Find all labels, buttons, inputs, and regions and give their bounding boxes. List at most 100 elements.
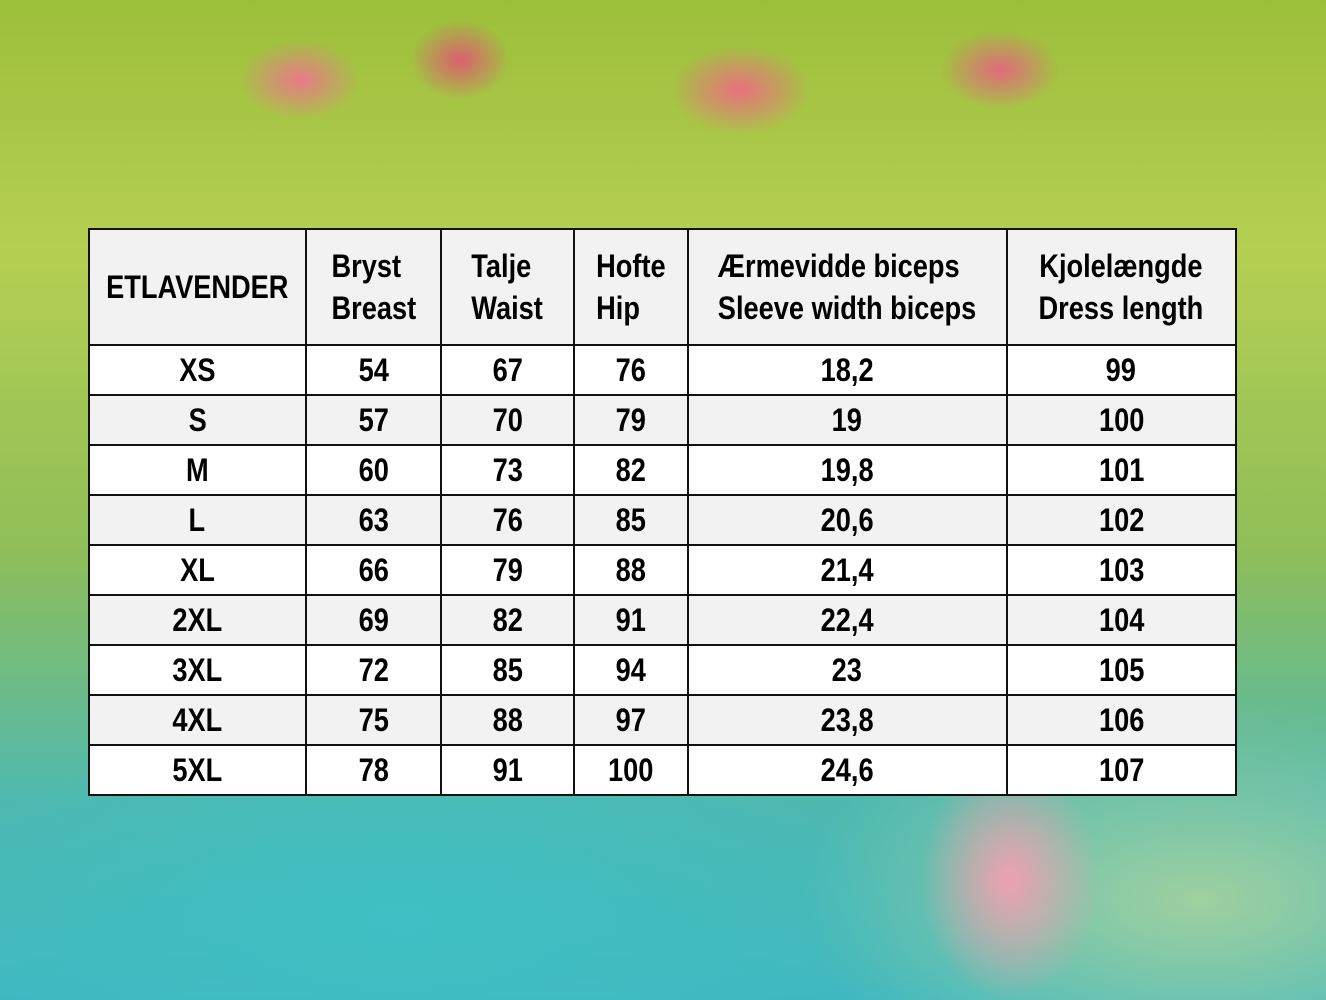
size-cell: XL: [88, 544, 307, 596]
column-header: Ærmevidde biceps Sleeve width biceps: [686, 228, 1008, 346]
measurement-cell: 107: [1005, 744, 1237, 796]
header-line1: Hofte: [595, 248, 666, 284]
cell-value: 24,6: [820, 751, 874, 788]
cell-value: 76: [492, 501, 523, 538]
cell-value: 57: [358, 401, 389, 438]
measurement-cell: 18,2: [686, 344, 1008, 396]
table-row: 2XL 69 82 91 22,4 104: [88, 594, 1237, 646]
header-line2: Hip: [595, 290, 640, 326]
cell-value: 22,4: [820, 601, 874, 638]
header-label: Ærmevidde biceps Sleeve width biceps: [718, 245, 976, 329]
cell-value: 5XL: [172, 751, 223, 788]
measurement-cell: 79: [572, 394, 689, 446]
cell-value: 20,6: [820, 501, 874, 538]
measurement-cell: 88: [440, 694, 575, 746]
measurement-cell: 91: [572, 594, 689, 646]
cell-value: 70: [492, 401, 523, 438]
cell-value: 104: [1098, 601, 1144, 638]
measurement-cell: 85: [572, 494, 689, 546]
column-header: Kjolelængde Dress length: [1005, 228, 1237, 346]
measurement-cell: 103: [1005, 544, 1237, 596]
measurement-cell: 19: [686, 394, 1008, 446]
size-cell: 3XL: [88, 644, 307, 696]
header-line1: Ærmevidde biceps: [717, 248, 960, 284]
header-line2: Dress length: [1038, 290, 1204, 326]
cell-value: 60: [358, 451, 389, 488]
cell-value: 100: [1098, 401, 1144, 438]
cell-value: 63: [358, 501, 389, 538]
cell-value: XS: [179, 351, 216, 388]
column-header: Talje Waist: [440, 228, 575, 346]
cell-value: 99: [1106, 351, 1137, 388]
measurement-cell: 70: [440, 394, 575, 446]
header-label: ETLAVENDER: [106, 266, 288, 308]
measurement-cell: 88: [572, 544, 689, 596]
header-line1: ETLAVENDER: [106, 269, 289, 305]
cell-value: 72: [358, 651, 389, 688]
size-cell: M: [88, 444, 307, 496]
header-line2: Breast: [330, 290, 416, 326]
measurement-cell: 72: [304, 644, 443, 696]
table-row: 5XL 78 91 100 24,6 107: [88, 744, 1237, 796]
cell-value: 2XL: [172, 601, 223, 638]
cell-value: 82: [492, 601, 523, 638]
measurement-cell: 78: [304, 744, 443, 796]
measurement-cell: 24,6: [686, 744, 1008, 796]
column-header: Hofte Hip: [572, 228, 689, 346]
size-cell: 4XL: [88, 694, 307, 746]
header-label: Bryst Breast: [331, 245, 416, 329]
size-chart-table: ETLAVENDER Bryst Breast Talje Waist Hofte Hip Æ…: [88, 228, 1237, 796]
column-header: Bryst Breast: [304, 228, 443, 346]
cell-value: 21,4: [820, 551, 874, 588]
measurement-cell: 106: [1005, 694, 1237, 746]
cell-value: L: [188, 501, 206, 538]
cell-value: 23,8: [820, 701, 874, 738]
measurement-cell: 97: [572, 694, 689, 746]
cell-value: 91: [492, 751, 523, 788]
measurement-cell: 67: [440, 344, 575, 396]
measurement-cell: 57: [304, 394, 443, 446]
cell-value: 91: [615, 601, 646, 638]
measurement-cell: 66: [304, 544, 443, 596]
measurement-cell: 102: [1005, 494, 1237, 546]
header-label: Kjolelængde Dress length: [1039, 245, 1204, 329]
measurement-cell: 100: [572, 744, 689, 796]
header-line1: Kjolelængde: [1039, 248, 1203, 284]
table-row: XS 54 67 76 18,2 99: [88, 344, 1237, 396]
cell-value: 54: [358, 351, 389, 388]
cell-value: 94: [615, 651, 646, 688]
cell-value: 75: [358, 701, 389, 738]
cell-value: 106: [1098, 701, 1144, 738]
cell-value: 73: [492, 451, 523, 488]
cell-value: 85: [615, 501, 646, 538]
size-cell: S: [88, 394, 307, 446]
measurement-cell: 69: [304, 594, 443, 646]
measurement-cell: 82: [440, 594, 575, 646]
cell-value: 76: [615, 351, 646, 388]
measurement-cell: 76: [440, 494, 575, 546]
measurement-cell: 75: [304, 694, 443, 746]
cell-value: 105: [1098, 651, 1144, 688]
measurement-cell: 60: [304, 444, 443, 496]
header-line2: Sleeve width biceps: [717, 290, 977, 326]
measurement-cell: 101: [1005, 444, 1237, 496]
measurement-cell: 21,4: [686, 544, 1008, 596]
cell-value: 3XL: [172, 651, 223, 688]
cell-value: 103: [1098, 551, 1144, 588]
cell-value: 23: [831, 651, 863, 688]
measurement-cell: 19,8: [686, 444, 1008, 496]
cell-value: 101: [1098, 451, 1144, 488]
header-line2: Waist: [471, 290, 544, 326]
table-row: 4XL 75 88 97 23,8 106: [88, 694, 1237, 746]
measurement-cell: 23: [686, 644, 1008, 696]
cell-value: 85: [492, 651, 523, 688]
cell-value: S: [188, 401, 207, 438]
cell-value: 97: [615, 701, 646, 738]
cell-value: 18,2: [820, 351, 874, 388]
measurement-cell: 82: [572, 444, 689, 496]
size-cell: 5XL: [88, 744, 307, 796]
header-line1: Talje: [471, 248, 532, 284]
size-cell: L: [88, 494, 307, 546]
cell-value: 19,8: [820, 451, 874, 488]
table-row: XL 66 79 88 21,4 103: [88, 544, 1237, 596]
